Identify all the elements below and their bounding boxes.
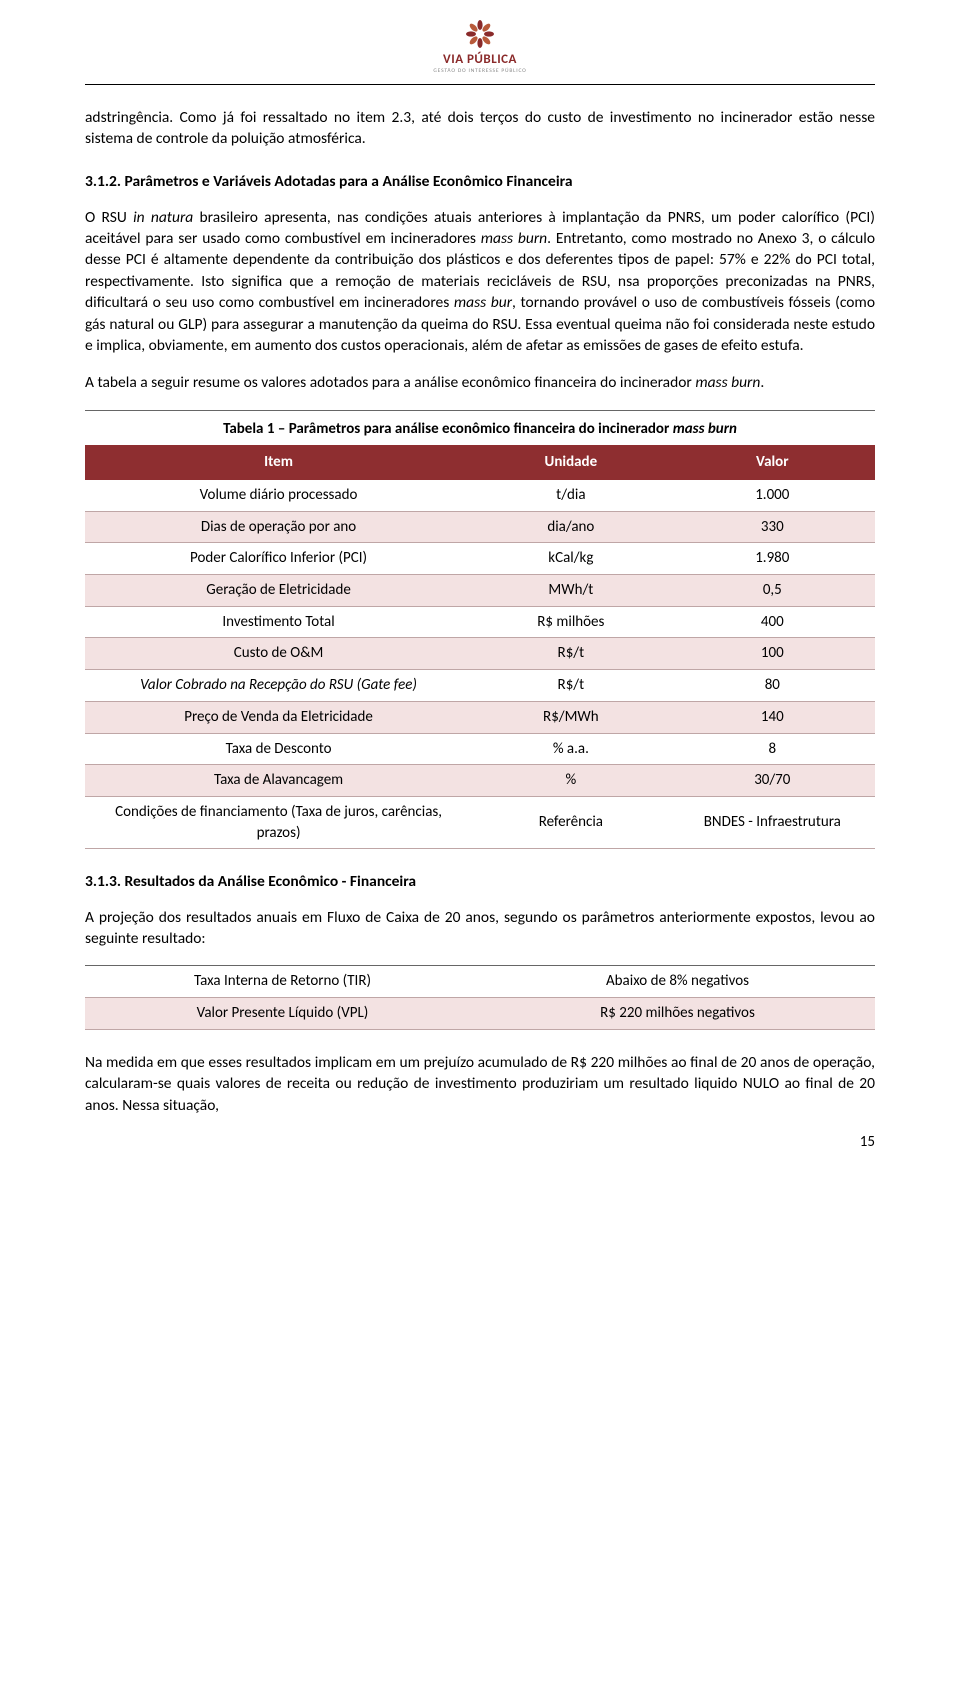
page-header: VIA PÚBLICA GESTÃO DO INTERESSE PÚBLICO	[85, 18, 875, 85]
cell-unit: R$/t	[472, 670, 670, 702]
cell-unit: kCal/kg	[472, 543, 670, 575]
cell-item: Preço de Venda da Eletricidade	[85, 701, 472, 733]
p2-part-d: mass burn	[481, 229, 547, 248]
cell-value: 1.000	[670, 480, 875, 511]
cell-value: 140	[670, 701, 875, 733]
cell-value: BNDES - Infraestrutura	[670, 796, 875, 848]
paragraph-3: A tabela a seguir resume os valores adot…	[85, 372, 875, 393]
p2-part-a: O RSU	[85, 208, 133, 227]
brand-logo: VIA PÚBLICA GESTÃO DO INTERESSE PÚBLICO	[433, 18, 526, 76]
table-row: Custo de O&MR$/t100	[85, 638, 875, 670]
cell-value: 400	[670, 606, 875, 638]
cell-value: 100	[670, 638, 875, 670]
page-number: 15	[85, 1132, 875, 1153]
cell-unit: MWh/t	[472, 575, 670, 607]
intro-paragraph: adstringência. Como já foi ressaltado no…	[85, 107, 875, 150]
cell-item: Poder Calorífico Inferior (PCI)	[85, 543, 472, 575]
table-row: Preço de Venda da EletricidadeR$/MWh140	[85, 701, 875, 733]
cell-item: Volume diário processado	[85, 480, 472, 511]
paragraph-5: Na medida em que esses resultados implic…	[85, 1052, 875, 1116]
cell-item: Valor Cobrado na Recepção do RSU (Gate f…	[85, 670, 472, 702]
cell-value: 0,5	[670, 575, 875, 607]
cell-item: Taxa de Desconto	[85, 733, 472, 765]
cell-item: Taxa de Alavancagem	[85, 765, 472, 797]
cell-unit: R$/MWh	[472, 701, 670, 733]
p3-part-a: A tabela a seguir resume os valores adot…	[85, 373, 695, 392]
table1-caption-b: mass burn	[673, 420, 737, 438]
table-row: Poder Calorífico Inferior (PCI)kCal/kg1.…	[85, 543, 875, 575]
cell-label: Taxa Interna de Retorno (TIR)	[85, 966, 480, 998]
table-row: Dias de operação por anodia/ano330	[85, 511, 875, 543]
cell-unit: t/dia	[472, 480, 670, 511]
cell-unit: dia/ano	[472, 511, 670, 543]
brand-tagline: GESTÃO DO INTERESSE PÚBLICO	[433, 68, 526, 76]
section-heading-312: 3.1.2. Parâmetros e Variáveis Adotadas p…	[85, 171, 875, 192]
table-row: Volume diário processadot/dia1.000	[85, 480, 875, 511]
results-table: Taxa Interna de Retorno (TIR)Abaixo de 8…	[85, 965, 875, 1029]
cell-item: Geração de Eletricidade	[85, 575, 472, 607]
cell-item: Condições de financiamento (Taxa de juro…	[85, 796, 472, 848]
cell-item: Custo de O&M	[85, 638, 472, 670]
cell-value: Abaixo de 8% negativos	[480, 966, 875, 998]
cell-unit: %	[472, 765, 670, 797]
p2-part-f: mass bur	[454, 293, 512, 312]
table-row: Taxa de Alavancagem%30/70	[85, 765, 875, 797]
table-row: Taxa Interna de Retorno (TIR)Abaixo de 8…	[85, 966, 875, 998]
via-publica-star-icon	[459, 18, 501, 50]
cell-value: 330	[670, 511, 875, 543]
table-row: Geração de EletricidadeMWh/t0,5	[85, 575, 875, 607]
table-row: Condições de financiamento (Taxa de juro…	[85, 796, 875, 848]
table1-caption-a: Tabela 1 – Parâmetros para análise econô…	[223, 420, 673, 438]
th-item: Item	[85, 445, 472, 480]
cell-value: 1.980	[670, 543, 875, 575]
cell-unit: Referência	[472, 796, 670, 848]
cell-value: 30/70	[670, 765, 875, 797]
parameters-table: Item Unidade Valor Volume diário process…	[85, 445, 875, 849]
table-row: Valor Cobrado na Recepção do RSU (Gate f…	[85, 670, 875, 702]
brand-name: VIA PÚBLICA	[443, 51, 517, 69]
table-row: Investimento TotalR$ milhões400	[85, 606, 875, 638]
th-unit: Unidade	[472, 445, 670, 480]
cell-value: 8	[670, 733, 875, 765]
p2-part-b: in natura	[133, 208, 193, 227]
p3-part-b: mass burn	[695, 373, 760, 392]
section-heading-313: 3.1.3. Resultados da Análise Econômico -…	[85, 871, 875, 892]
cell-unit: % a.a.	[472, 733, 670, 765]
cell-item: Investimento Total	[85, 606, 472, 638]
cell-value: R$ 220 milhões negativos	[480, 998, 875, 1030]
table-row: Valor Presente Líquido (VPL)R$ 220 milhõ…	[85, 998, 875, 1030]
p3-part-c: .	[760, 373, 764, 392]
cell-unit: R$ milhões	[472, 606, 670, 638]
cell-unit: R$/t	[472, 638, 670, 670]
cell-item: Dias de operação por ano	[85, 511, 472, 543]
th-value: Valor	[670, 445, 875, 480]
paragraph-2: O RSU in natura brasileiro apresenta, na…	[85, 207, 875, 357]
table-header-row: Item Unidade Valor	[85, 445, 875, 480]
paragraph-4: A projeção dos resultados anuais em Flux…	[85, 907, 875, 950]
cell-label: Valor Presente Líquido (VPL)	[85, 998, 480, 1030]
table-row: Taxa de Desconto% a.a.8	[85, 733, 875, 765]
table1-caption: Tabela 1 – Parâmetros para análise econô…	[85, 410, 875, 446]
cell-value: 80	[670, 670, 875, 702]
